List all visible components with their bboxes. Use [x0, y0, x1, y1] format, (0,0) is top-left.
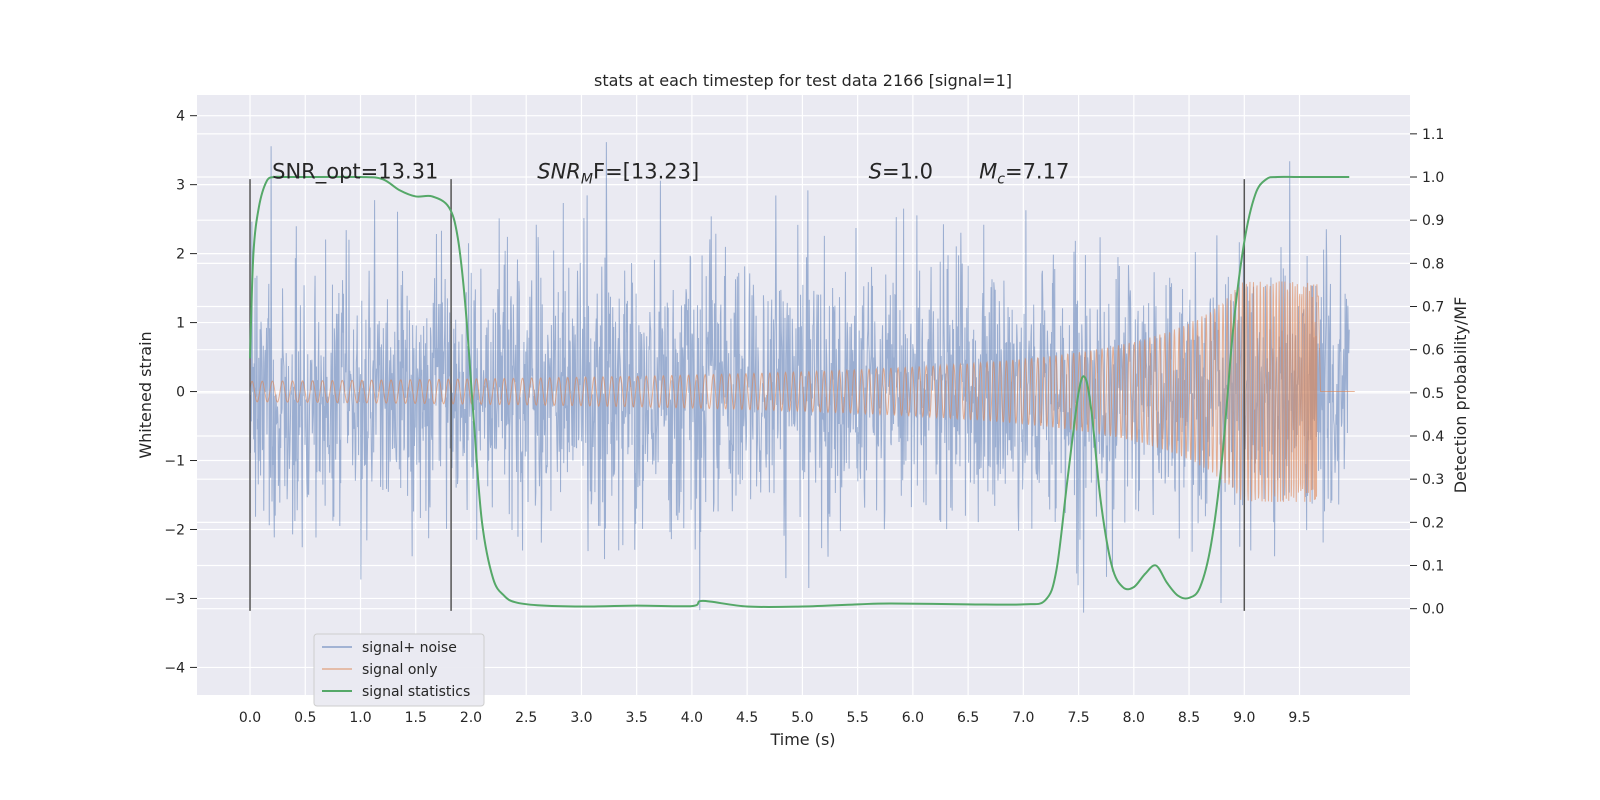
yr-tick-label-7: 0.4	[1422, 429, 1444, 445]
x-tick-label-9: 4.5	[736, 710, 758, 726]
x-tick-label-12: 6.0	[902, 710, 924, 726]
x-tick-label-16: 8.0	[1123, 710, 1145, 726]
yr-tick-label-6: 0.5	[1422, 386, 1444, 402]
x-tick-label-19: 9.5	[1288, 710, 1310, 726]
signal-series-line	[249, 281, 1355, 502]
yr-tick-label-2: 0.9	[1422, 213, 1444, 229]
statistics-series-line	[249, 175, 1350, 609]
x-tick-label-15: 7.5	[1067, 710, 1089, 726]
legend-box	[313, 633, 485, 707]
x-tick-label-2: 1.0	[349, 710, 371, 726]
x-axis-label: Time (s)	[769, 730, 835, 749]
yl-tick-label-6: −2	[164, 522, 185, 538]
x-tick-label-7: 3.5	[626, 710, 648, 726]
vertical-lines	[249, 179, 1246, 611]
signal-series	[249, 281, 1355, 502]
annotation-0: SNR_opt=13.31	[272, 160, 438, 185]
yr-tick-label-10: 0.1	[1422, 559, 1444, 575]
legend: signal+ noise signal only signal statist…	[313, 633, 485, 707]
yl-tick-label-2: 2	[176, 247, 185, 263]
yl-tick-label-7: −3	[164, 591, 185, 607]
yr-tick-label-3: 0.8	[1422, 256, 1444, 272]
yr-tick-label-9: 0.2	[1422, 515, 1444, 531]
yr-tick-label-4: 0.7	[1422, 300, 1444, 316]
right-y-axis-ticks: 1.1 1.0 0.9 0.8 0.7 0.6 0.5 0.4 0.3 0.2 0.1 0.0	[1410, 127, 1444, 618]
legend-label-noise: signal+ noise	[362, 640, 457, 656]
noise-series	[249, 142, 1350, 613]
yl-tick-label-0: 4	[176, 109, 185, 125]
left-y-axis-ticks: 4 3 2 1 0 −1 −2 −3 −4	[164, 109, 197, 676]
right-y-axis-label: Detection probability/MF	[1451, 297, 1470, 494]
annotation-1: SNRMF=[13.23]	[537, 160, 699, 188]
yl-tick-label-1: 3	[176, 178, 185, 194]
annotation-3: Mc=7.17	[979, 160, 1069, 188]
x-tick-label-1: 0.5	[294, 710, 316, 726]
left-y-axis-label: Whitened strain	[136, 331, 155, 458]
x-tick-label-14: 7.0	[1012, 710, 1034, 726]
x-tick-label-5: 2.5	[515, 710, 537, 726]
x-axis-ticks: 0.0 0.5 1.0 1.5 2.0 2.5 3.0 3.5 4.0 4.5 5.0 5.5 6.0 6…	[239, 710, 1311, 726]
yr-tick-label-5: 0.6	[1422, 343, 1444, 359]
x-tick-label-0: 0.0	[239, 710, 261, 726]
x-tick-label-10: 5.0	[791, 710, 813, 726]
yl-tick-label-5: −1	[164, 454, 185, 470]
legend-label-signal: signal only	[362, 662, 437, 678]
yl-tick-label-3: 1	[176, 316, 185, 332]
yl-tick-label-8: −4	[164, 660, 185, 676]
x-tick-label-8: 4.0	[681, 710, 703, 726]
noise-series-line	[249, 142, 1350, 613]
x-tick-label-18: 9.0	[1233, 710, 1255, 726]
yr-tick-label-11: 0.0	[1422, 602, 1444, 618]
yr-tick-label-8: 0.3	[1422, 472, 1444, 488]
x-tick-label-6: 3.0	[570, 710, 592, 726]
x-tick-label-17: 8.5	[1178, 710, 1200, 726]
legend-label-statistics: signal statistics	[362, 684, 470, 700]
chart-title: stats at each timestep for test data 216…	[594, 71, 1012, 90]
annotations: SNR_opt=13.31 SNRMF=[13.23] S=1.0 Mc=7.17	[272, 160, 1069, 188]
x-tick-label-4: 2.0	[460, 710, 482, 726]
annotation-2: S=1.0	[869, 160, 933, 184]
yl-tick-label-4: 0	[176, 385, 185, 401]
x-tick-label-13: 6.5	[957, 710, 979, 726]
x-tick-label-3: 1.5	[405, 710, 427, 726]
yr-tick-label-1: 1.0	[1422, 170, 1444, 186]
x-tick-label-11: 5.5	[846, 710, 868, 726]
yr-tick-label-0: 1.1	[1422, 127, 1444, 143]
